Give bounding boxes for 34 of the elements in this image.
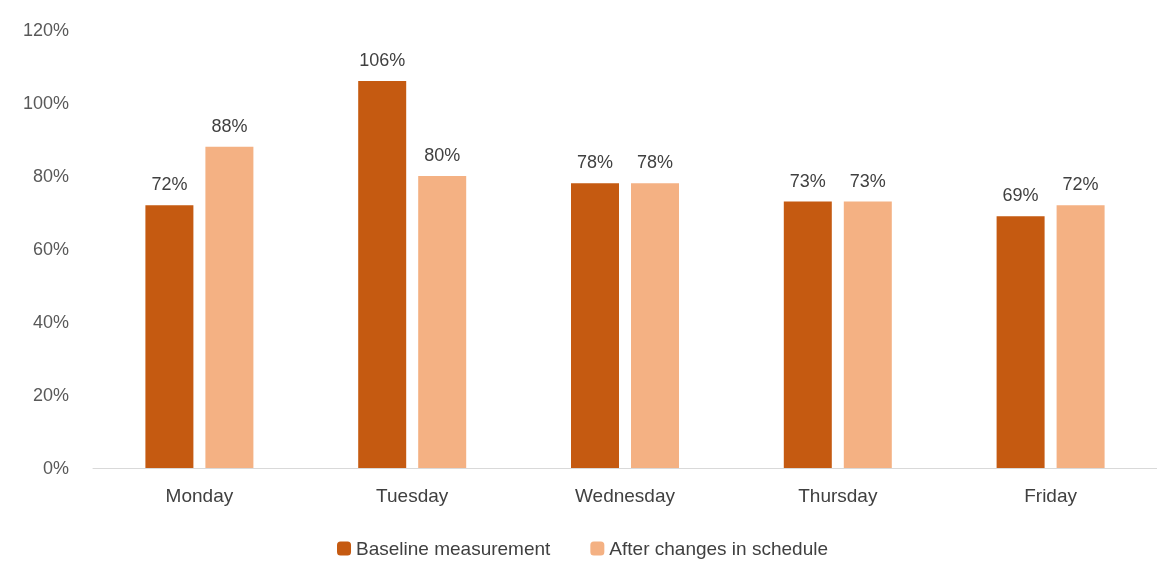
data-label: 80% <box>424 145 461 165</box>
y-tick-label: 80% <box>32 166 69 186</box>
y-tick-label: 40% <box>32 312 69 332</box>
x-tick-label: Monday <box>165 485 234 506</box>
bar <box>358 81 407 468</box>
x-tick-label: Thursday <box>798 485 878 506</box>
y-tick-label: 0% <box>42 458 69 478</box>
x-tick-label: Friday <box>1024 485 1078 506</box>
bar <box>418 176 467 468</box>
bar <box>1056 205 1105 468</box>
data-label: 73% <box>789 170 826 191</box>
data-label: 72% <box>1062 174 1099 195</box>
x-tick-label: Wednesday <box>575 485 676 506</box>
bar <box>996 216 1045 468</box>
data-label: 73% <box>849 170 886 191</box>
bar <box>571 183 619 468</box>
y-tick-label: 20% <box>32 385 69 405</box>
y-tick-label: 120% <box>22 20 69 40</box>
bar <box>783 201 832 468</box>
data-label: 69% <box>1002 185 1039 206</box>
data-label: 78% <box>636 152 674 173</box>
bar <box>631 183 679 468</box>
x-tick-label: Tuesday <box>376 485 449 506</box>
data-label: 106% <box>359 50 406 71</box>
legend-label: After changes in schedule <box>609 538 828 559</box>
data-label: 88% <box>211 115 248 136</box>
bar <box>145 205 194 468</box>
data-label: 72% <box>151 174 188 195</box>
legend-label: Baseline measurement <box>356 538 552 559</box>
data-label: 78% <box>576 152 614 173</box>
bar <box>843 201 892 468</box>
bar <box>205 146 254 468</box>
y-tick-label: 60% <box>32 239 69 259</box>
y-tick-label: 100% <box>22 93 69 113</box>
